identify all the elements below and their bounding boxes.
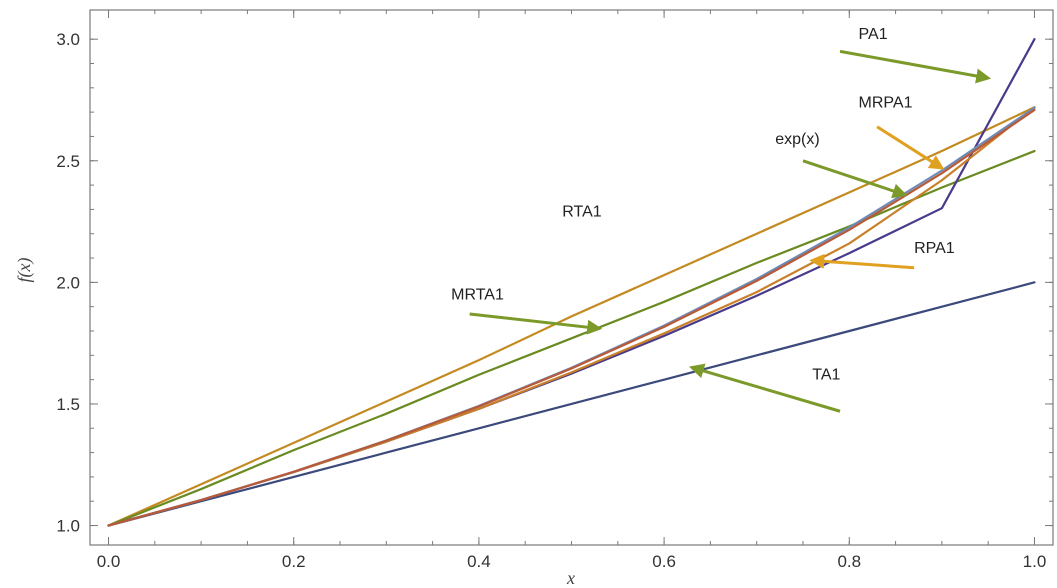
annotation-label-pa1: PA1 [859,26,888,43]
y-axis-ticks: 1.0 1.5 2.0 2.5 3.0 [56,30,1053,536]
annotation-label-rpa1: RPA1 [914,240,955,257]
plot-frame [89,9,1054,546]
series-line-rpa1 [107,108,1036,527]
annotation-label-mrpa1: MRPA1 [859,94,913,111]
x-axis-ticks: 0.0 0.2 0.4 0.6 0.8 1.0 [97,10,1047,571]
x-axis-title: x [566,568,575,588]
annotation-arrow-exp-x [802,159,908,199]
y-tick-label: 2.5 [56,152,80,171]
annotation-label-ta1: TA1 [812,367,840,384]
y-tick-label: 2.0 [56,273,80,292]
series-line-rta1 [107,106,1036,527]
annotation-arrow-pa1 [839,49,992,84]
y-tick-label: 1.0 [56,517,80,536]
x-tick-label: 0.2 [282,552,306,571]
x-tick-label: 0.8 [837,552,861,571]
x-tick-label: 0.6 [652,552,676,571]
x-tick-label: 0.0 [97,552,121,571]
x-tick-label: 1.0 [1023,552,1047,571]
annotation-label-rta1: RTA1 [562,204,602,221]
curve-annotations: PA1 MRPA1 exp(x) RTA1 RPA1 MRTA1 TA1 [451,26,992,413]
series-line-pa1 [107,38,1036,527]
annotation-label-exp-x: exp(x) [775,131,819,148]
annotation-arrow-mrta1 [469,312,603,335]
annotation-arrow-rpa1 [809,253,915,270]
y-tick-label: 3.0 [56,30,80,49]
y-axis-title: f(x) [14,258,35,283]
series-line-ta1 [107,281,1036,527]
y-tick-label: 1.5 [56,395,80,414]
annotation-arrow-ta1 [688,363,841,413]
annotation-arrow-mrpa1 [876,125,945,170]
annotation-label-mrta1: MRTA1 [451,286,504,303]
series-lines [107,38,1036,527]
x-tick-label: 0.4 [467,552,491,571]
series-line-mrta1 [107,149,1036,527]
